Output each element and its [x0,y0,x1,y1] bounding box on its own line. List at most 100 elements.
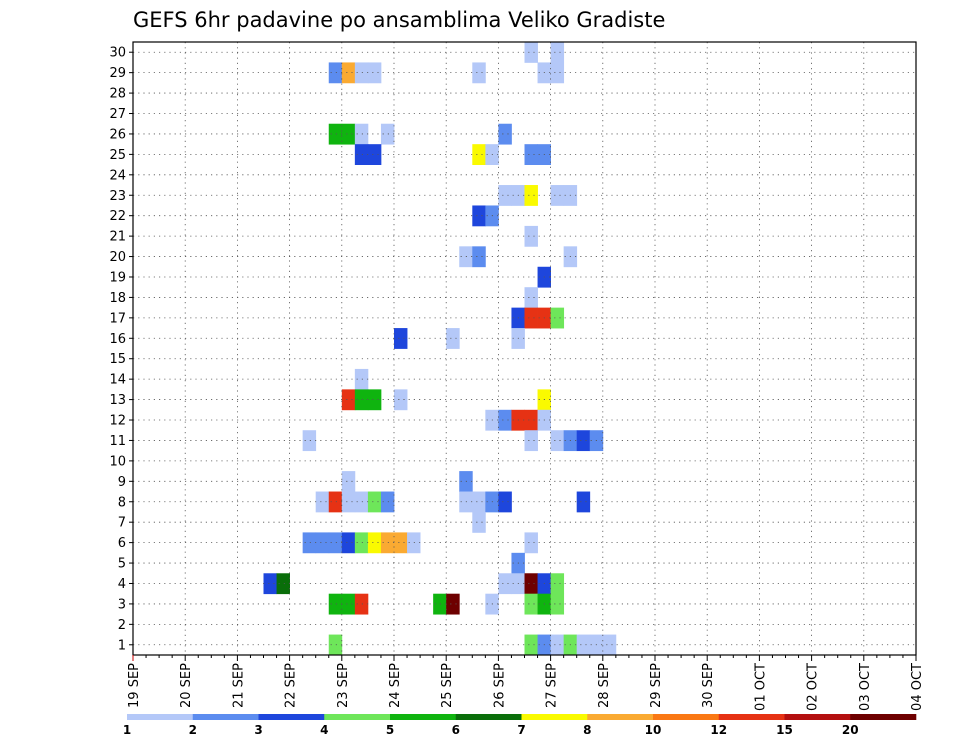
y-tick-label: 3 [118,597,126,612]
heatmap-cell [341,491,356,513]
heatmap-cell [550,573,565,595]
heatmap-cell [341,389,356,411]
heatmap-cell [263,573,277,595]
heatmap-cell [380,123,395,145]
heatmap-cell [550,593,565,615]
heatmap-cell [276,573,290,595]
x-tick-label: 21 SEP [231,663,246,708]
y-tick-label: 25 [109,148,126,163]
y-tick-label: 20 [109,250,126,265]
heatmap-cell [341,123,356,145]
x-tick-label: 02 OCT [806,663,821,711]
heatmap-cell [302,532,317,554]
heatmap-cell [472,205,486,227]
heatmap-cell [367,491,382,513]
heatmap-cell [380,491,395,513]
colorbar-label: 4 [320,723,328,737]
colorbar-swatch [390,714,457,720]
heatmap-cell [472,62,486,84]
heatmap-cell [472,491,486,513]
heatmap-cell [367,532,382,554]
heatmap-cell [498,491,512,513]
x-tick-label: 27 SEP [545,663,560,708]
heatmap-cell [550,634,565,656]
heatmap-cell [550,62,565,84]
heatmap-cell [328,634,343,656]
heatmap-cell [524,532,538,554]
heatmap-cell [328,491,343,513]
heatmap-cell [328,62,343,84]
heatmap-cell [550,430,565,452]
colorbar-label: 3 [254,723,262,737]
y-tick-label: 27 [109,107,126,122]
y-tick-label: 12 [109,414,126,429]
heatmap-cell [394,532,408,554]
colorbar-swatch [192,714,259,720]
heatmap-cell [498,409,512,431]
heatmap-cell [524,409,538,431]
y-tick-label: 9 [118,475,126,490]
y-tick-label: 6 [118,536,126,551]
y-tick-label: 11 [109,434,126,449]
heatmap-cell [550,307,565,329]
y-tick-label: 23 [109,189,126,204]
heatmap-cell [524,42,538,63]
colorbar-swatch [587,714,654,720]
colorbar-label: 2 [189,723,197,737]
heatmap-cell [524,573,538,595]
colorbar-label: 1 [123,723,131,737]
colorbar-swatch [258,714,325,720]
colorbar-label: 5 [386,723,394,737]
heatmap-cell [602,634,617,656]
heatmap-cell [328,123,343,145]
heatmap-cell [498,185,512,206]
x-tick-label: 20 SEP [179,663,194,708]
heatmap-cell [380,532,395,554]
y-tick-label: 4 [118,577,126,592]
heatmap-cell [524,185,538,206]
y-tick-label: 24 [109,168,126,183]
heatmap-cell [354,123,369,145]
heatmap-cell [394,328,408,349]
y-tick-label: 19 [109,270,126,285]
x-tick-label: 24 SEP [388,663,403,708]
y-tick-label: 10 [109,454,126,469]
x-tick-label: 19 SEP [127,663,142,708]
heatmap-cell [354,144,369,165]
heatmap-cell [446,328,460,349]
heatmap-cell [354,491,369,513]
y-tick-label: 1 [118,638,126,653]
colorbar-swatch [850,714,917,720]
colorbar: 1 2 3 4 5 6 7 8 10 12 15 20 [123,714,917,737]
grid-lines [133,42,916,655]
y-tick-label: 15 [109,352,126,367]
x-tick-label: 30 SEP [701,663,716,708]
heatmap-cell [472,246,486,268]
heatmap-cell [354,532,369,554]
heatmap-cell [341,471,356,492]
y-tick-label: 22 [109,209,126,224]
y-tick-label: 16 [109,332,126,347]
colorbar-swatch [127,714,194,720]
heatmap-cell [524,307,538,329]
heatmap-cell [524,225,538,247]
heatmap-cell [367,389,382,411]
heatmap-cell [394,389,408,411]
heatmap-cell [315,532,330,554]
heatmap-cell [354,389,369,411]
x-tick-label: 04 OCT [910,663,925,711]
y-tick-label: 26 [109,127,126,142]
y-tick-label: 21 [109,230,126,245]
colorbar-swatch [324,714,391,720]
x-tick-label: 29 SEP [649,663,664,708]
colorbar-label: 6 [452,723,460,737]
colorbar-label: 20 [842,723,859,737]
x-tick-label: 26 SEP [492,663,507,708]
heatmap-cell [524,593,538,615]
colorbar-label: 7 [517,723,525,737]
x-tick-label: 23 SEP [336,663,351,708]
colorbar-swatch [718,714,785,720]
heatmap-cell [498,123,512,145]
y-tick-label: 13 [109,393,126,408]
heatmap-cell [446,593,460,615]
